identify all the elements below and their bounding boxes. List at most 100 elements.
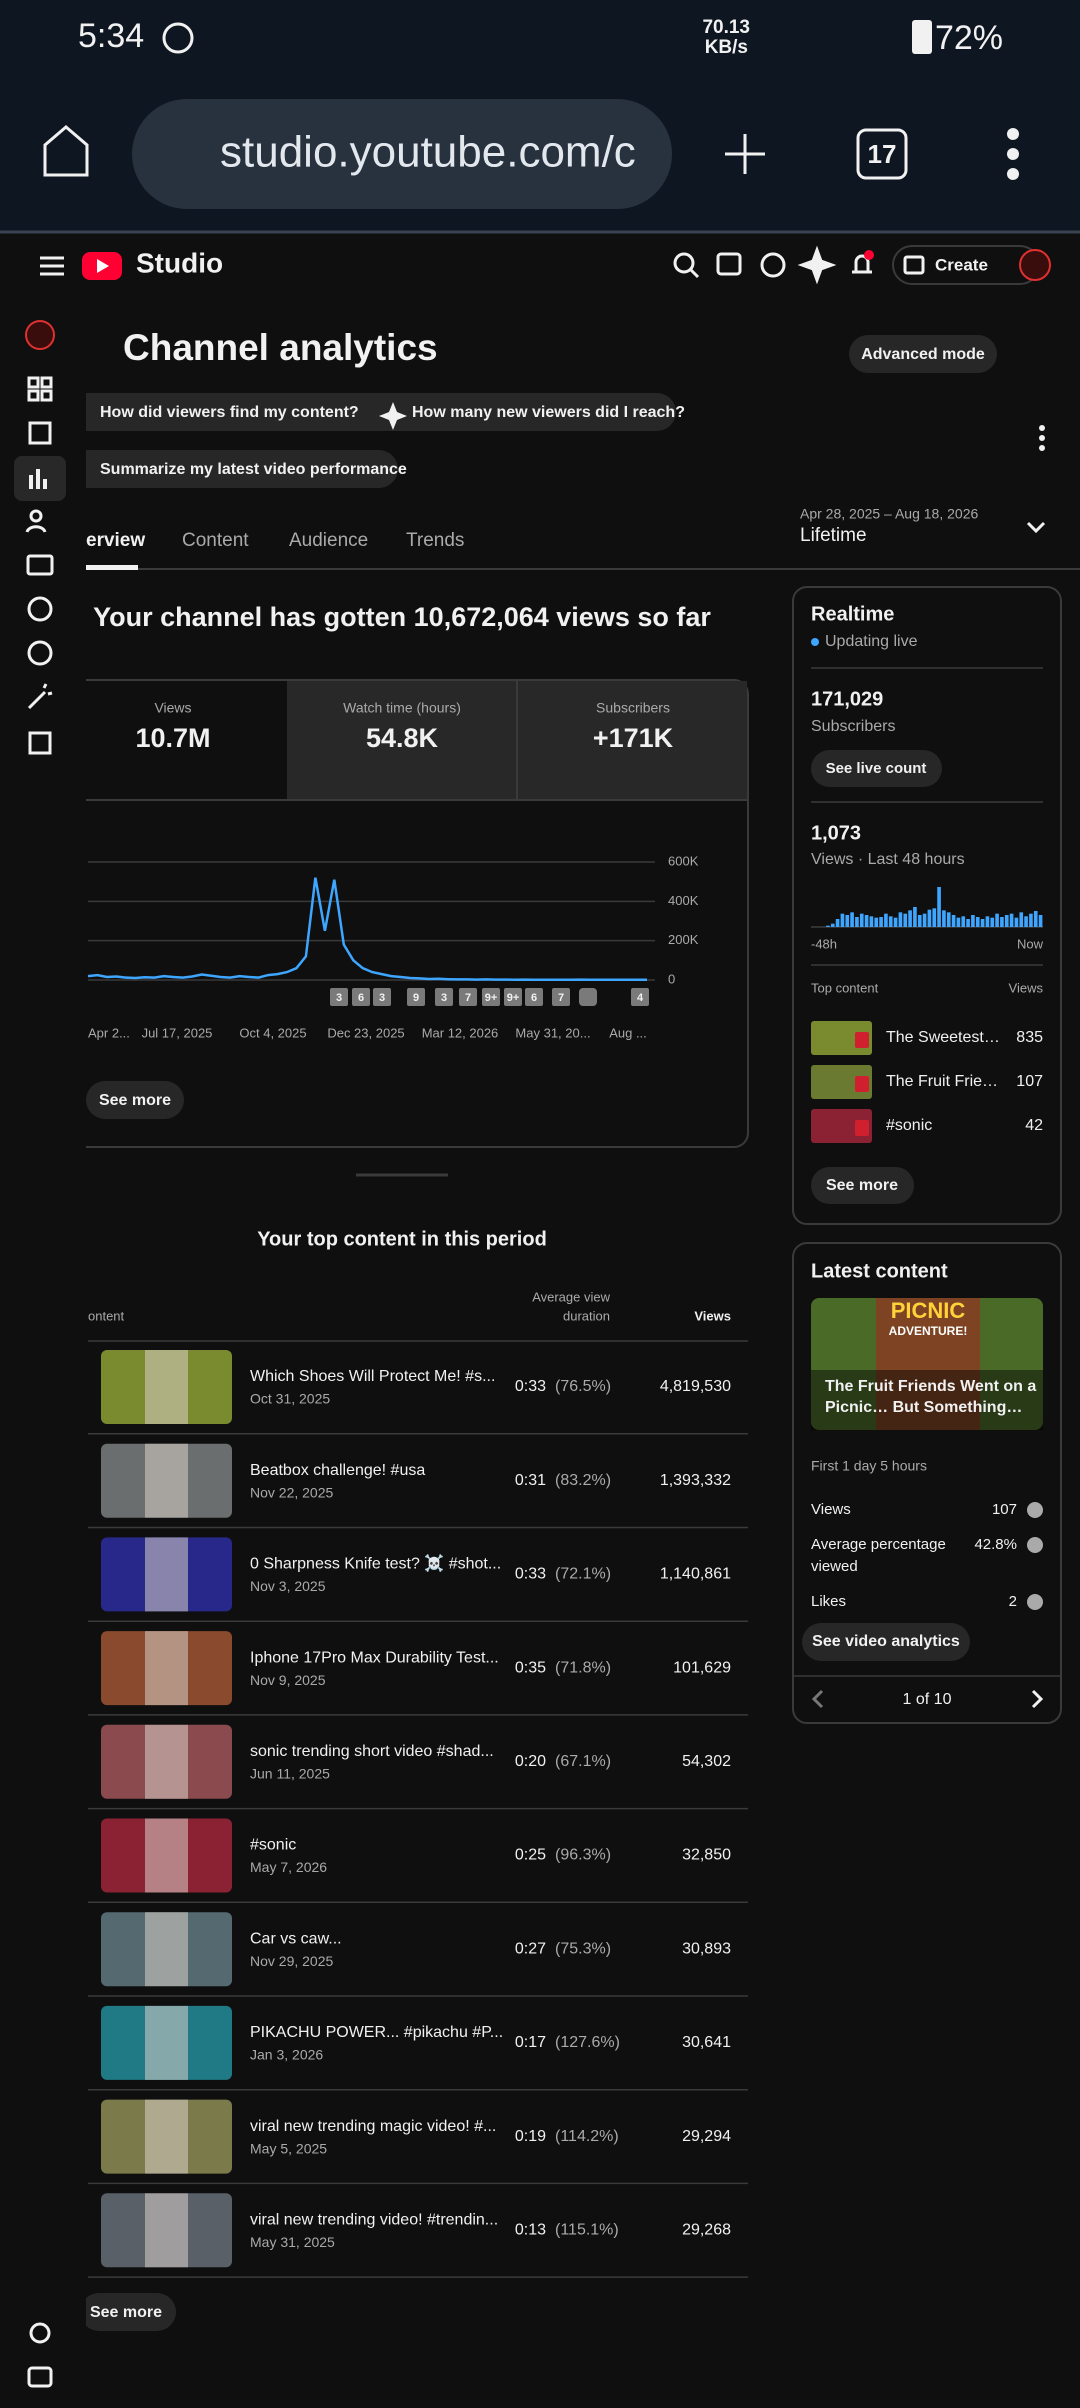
marker[interactable] xyxy=(482,988,500,1006)
marker[interactable] xyxy=(435,988,453,1006)
icon[interactable] xyxy=(27,376,40,389)
hour-bar xyxy=(893,917,898,927)
menu-icon[interactable] xyxy=(1007,128,1019,180)
hour-bar xyxy=(956,917,961,927)
see-more-button[interactable] xyxy=(80,2293,176,2331)
tab-count: 17 xyxy=(868,139,897,169)
suggestion-chip[interactable] xyxy=(60,450,398,488)
video-date: Oct 31, 2025 xyxy=(250,1391,330,1407)
hour-bar xyxy=(830,923,835,927)
hour-bar xyxy=(874,917,879,927)
account-avatar[interactable] xyxy=(1019,249,1051,281)
see-more: See more xyxy=(826,1177,898,1194)
icon[interactable] xyxy=(27,2366,53,2388)
thumbnail-center xyxy=(145,2193,188,2268)
info-icon[interactable] xyxy=(1027,1594,1043,1610)
stat-value: 171,029 xyxy=(811,688,883,710)
marker[interactable] xyxy=(525,988,543,1006)
marker[interactable] xyxy=(459,988,477,1006)
stat-value: 1,073 xyxy=(811,822,861,844)
video-date: May 7, 2026 xyxy=(250,1859,327,1875)
icon[interactable] xyxy=(26,554,54,576)
icon[interactable] xyxy=(29,2322,51,2344)
icon[interactable] xyxy=(29,469,47,489)
avatar[interactable] xyxy=(25,320,55,350)
duration: 0:35 xyxy=(515,1659,546,1676)
advanced-button[interactable] xyxy=(849,335,997,373)
views: 30,893 xyxy=(682,1940,731,1957)
marker[interactable] xyxy=(407,988,425,1006)
x-tick-label: Jul 17, 2025 xyxy=(142,1025,213,1040)
info-icon[interactable] xyxy=(1027,1502,1043,1518)
marker[interactable] xyxy=(373,988,391,1006)
video-date: May 31, 2025 xyxy=(250,2234,335,2250)
status-icon xyxy=(162,22,194,54)
hour-bar xyxy=(1033,911,1038,927)
icon[interactable] xyxy=(27,683,53,710)
marker[interactable] xyxy=(352,988,370,1006)
duration-percent: (75.3%) xyxy=(555,1940,611,1957)
see-more-button[interactable] xyxy=(811,1167,914,1204)
hour-bar xyxy=(1014,917,1019,927)
marker[interactable] xyxy=(330,988,348,1006)
marker[interactable] xyxy=(552,988,570,1006)
duration: 0:20 xyxy=(515,1753,546,1770)
axis-label: -48h xyxy=(811,936,837,951)
chevron[interactable] xyxy=(1026,521,1046,534)
analytics-button[interactable] xyxy=(802,1623,970,1661)
duration: 0:33 xyxy=(515,1378,546,1395)
icon[interactable] xyxy=(29,509,43,523)
hour-bar xyxy=(1009,913,1014,927)
video-date: Nov 29, 2025 xyxy=(250,1953,333,1969)
metric-value: +171K xyxy=(593,723,674,753)
stat-value: 42.8% xyxy=(974,1536,1017,1553)
info-icon[interactable] xyxy=(1027,1537,1043,1553)
next-arrow[interactable] xyxy=(1031,1689,1044,1709)
video-title: 0 Sharpness Knife test? ☠️ #shot... xyxy=(250,1554,501,1573)
prev-arrow[interactable] xyxy=(811,1689,824,1709)
thumbnail-badge xyxy=(855,1120,869,1136)
tabs-icon[interactable] xyxy=(856,128,908,180)
new-tab[interactable] xyxy=(725,134,765,174)
hour-bar xyxy=(951,915,956,927)
thumbnail-center xyxy=(145,1912,188,1987)
icon xyxy=(27,389,40,402)
marker[interactable] xyxy=(631,988,649,1006)
marker[interactable] xyxy=(504,988,522,1006)
hour-bar xyxy=(922,913,927,927)
icon[interactable] xyxy=(28,421,52,445)
see-more-button[interactable] xyxy=(86,1081,184,1119)
hour-bar xyxy=(903,913,908,927)
hour-bar xyxy=(1004,915,1009,927)
header-icons[interactable] xyxy=(673,245,872,285)
duration: 0:25 xyxy=(515,1847,546,1864)
headline: Your channel has gotten 10,672,064 views… xyxy=(93,602,711,632)
hour-bar xyxy=(913,907,917,927)
kebab-dot[interactable] xyxy=(1039,445,1045,451)
kebab-dot[interactable] xyxy=(1039,425,1045,431)
icon[interactable] xyxy=(27,640,53,666)
hour-bar xyxy=(869,916,874,927)
thumbnail-center xyxy=(145,1724,188,1799)
metric-tab[interactable] xyxy=(287,681,517,800)
live-count-button[interactable] xyxy=(811,750,942,787)
suggestion-chip[interactable] xyxy=(368,393,676,431)
metric-tab[interactable] xyxy=(518,681,747,800)
hamburger[interactable] xyxy=(40,256,64,276)
icon[interactable] xyxy=(28,731,52,755)
thumbnail-center xyxy=(145,2099,188,2174)
video-title: #sonic xyxy=(250,1837,296,1854)
marker[interactable] xyxy=(579,988,597,1006)
kebab-dot[interactable] xyxy=(1039,435,1045,441)
url-bar[interactable] xyxy=(132,99,672,209)
views: 4,819,530 xyxy=(660,1378,731,1395)
logo-text: Studio xyxy=(136,247,223,278)
suggestion-chip[interactable] xyxy=(60,393,411,431)
marker-label: 9+ xyxy=(485,992,498,1004)
suggestion: How did viewers find my content? xyxy=(100,404,359,421)
home-icon[interactable] xyxy=(43,125,89,177)
thumb-text: PICNIC xyxy=(891,1298,966,1323)
icon[interactable] xyxy=(27,596,53,622)
net-unit: KB/s xyxy=(705,37,748,58)
stat-value: 2 xyxy=(1009,1593,1017,1610)
